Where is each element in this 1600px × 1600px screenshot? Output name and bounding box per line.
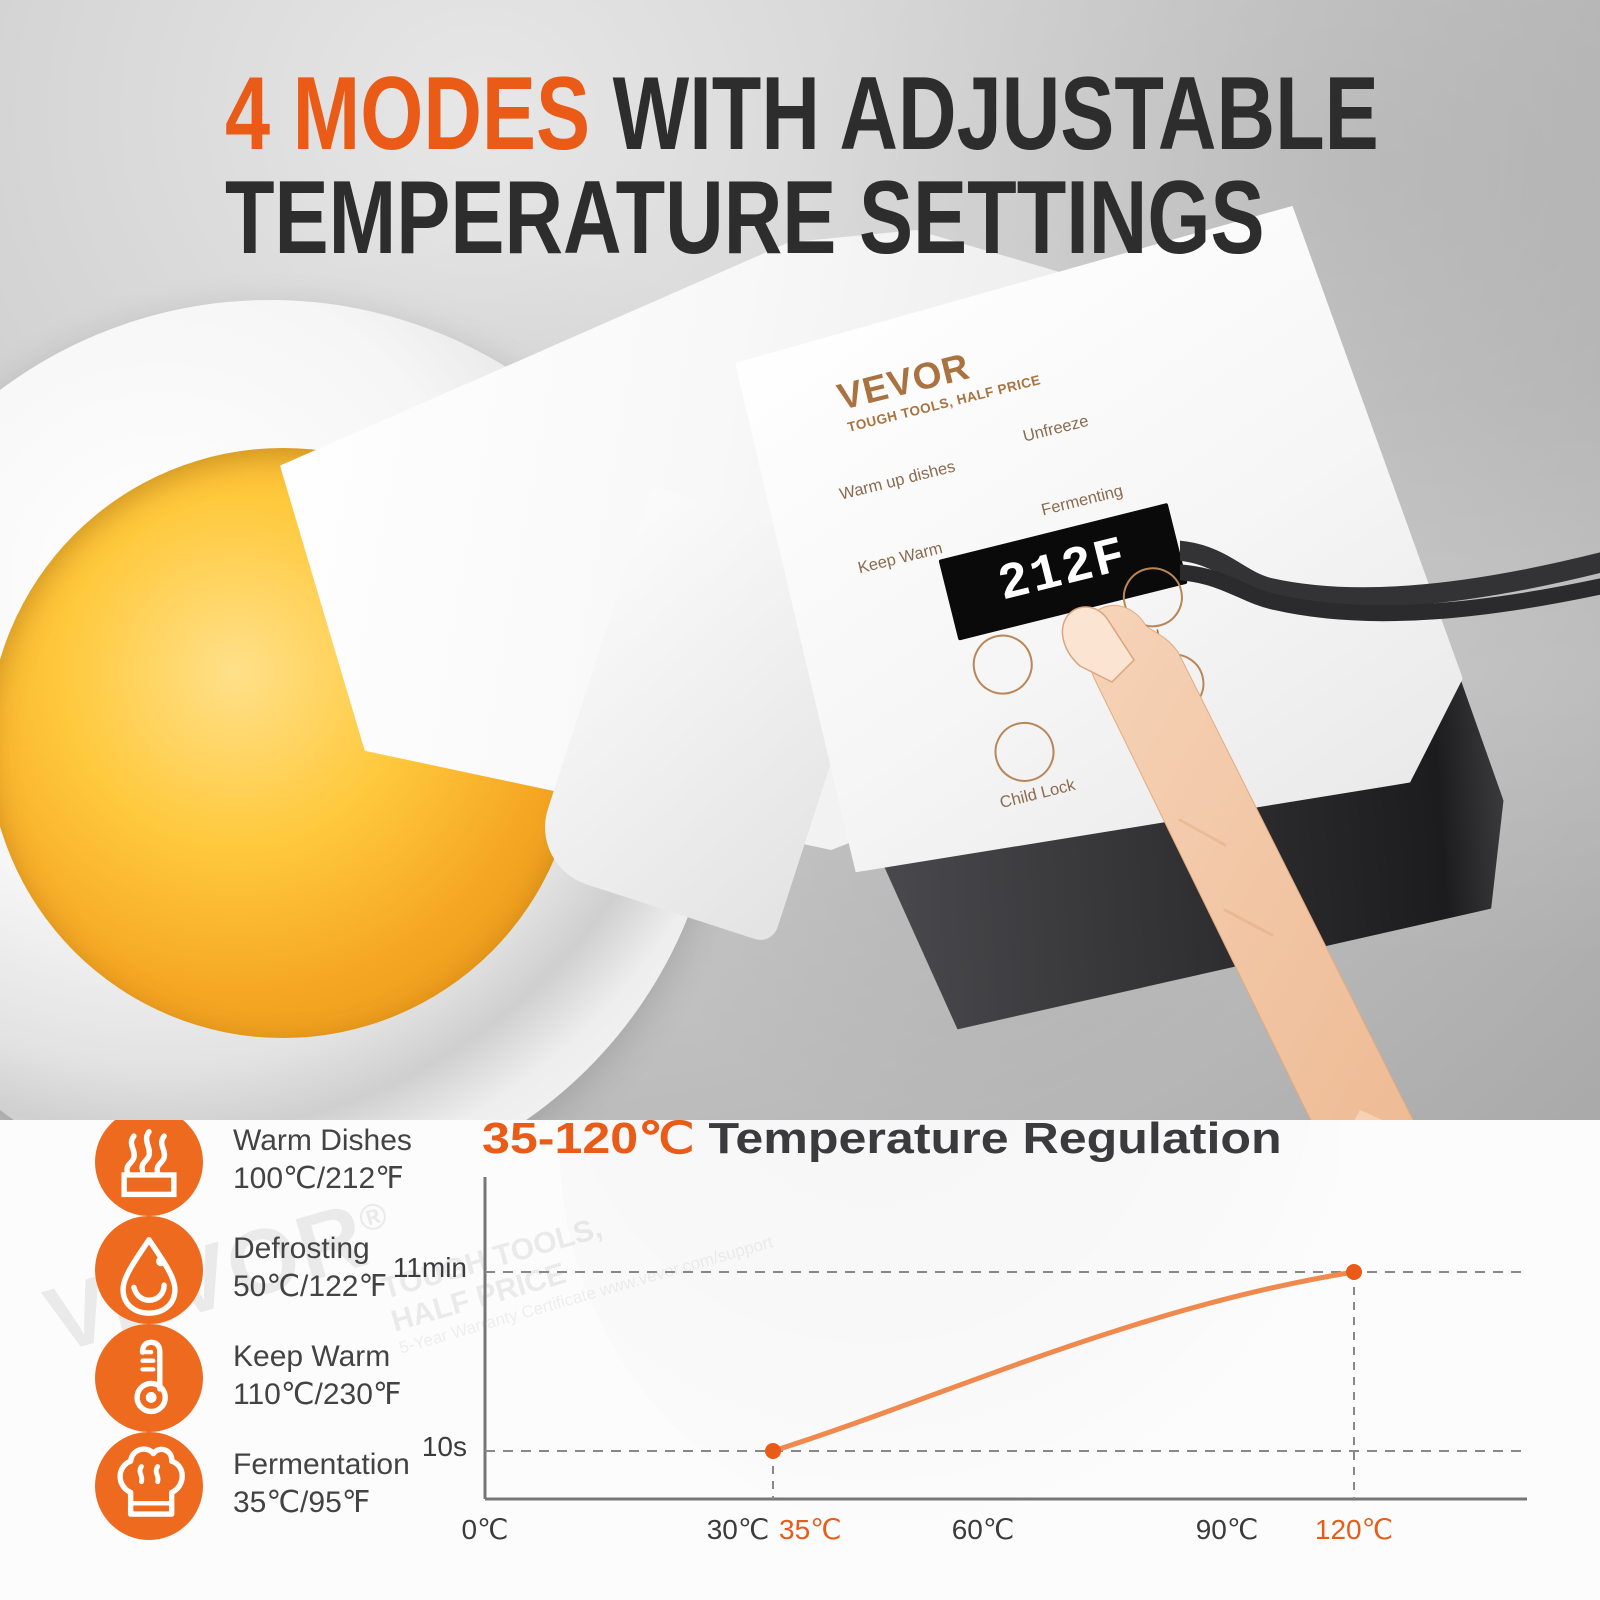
svg-text:120℃: 120℃: [1315, 1514, 1393, 1545]
svg-text:0℃: 0℃: [461, 1514, 508, 1545]
svg-text:10s: 10s: [422, 1431, 467, 1462]
svg-text:60℃: 60℃: [952, 1514, 1015, 1545]
svg-text:35℃: 35℃: [779, 1514, 842, 1545]
svg-text:90℃: 90℃: [1196, 1514, 1259, 1545]
svg-text:30℃: 30℃: [707, 1514, 770, 1545]
svg-text:11min: 11min: [393, 1252, 467, 1283]
